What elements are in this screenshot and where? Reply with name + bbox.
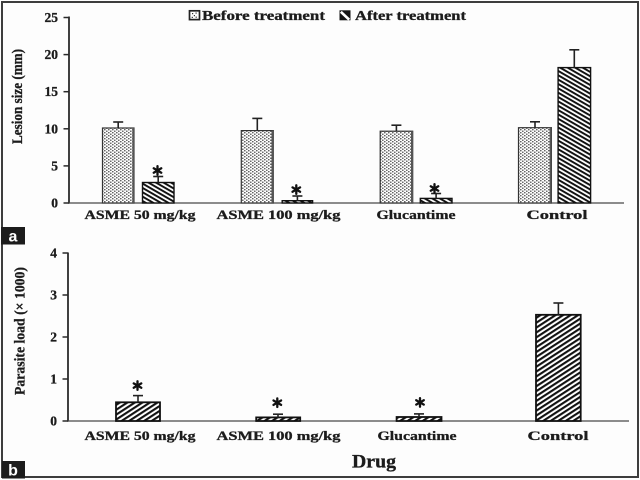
svg-text:Glucantime: Glucantime [378,428,457,443]
svg-text:0: 0 [50,414,57,429]
svg-text:Lesion size (mm): Lesion size (mm) [10,49,26,144]
svg-text:2: 2 [50,330,57,345]
svg-text:Drug: Drug [352,453,397,473]
svg-text:Control: Control [527,207,589,222]
svg-text:10: 10 [45,121,59,136]
svg-text:ASME 100 mg/kg: ASME 100 mg/kg [217,428,342,443]
svg-text:25: 25 [45,10,59,25]
svg-text:1: 1 [50,372,57,387]
svg-text:20: 20 [45,47,59,62]
svg-text:4: 4 [50,246,57,261]
svg-text:ASME 50 mg/kg: ASME 50 mg/kg [85,428,197,443]
svg-text:Parasite load (× 1000): Parasite load (× 1000) [13,267,29,395]
svg-text:Control: Control [528,428,590,443]
svg-text:ASME 50 mg/kg: ASME 50 mg/kg [85,207,197,222]
svg-text:0: 0 [51,196,58,211]
svg-text:5: 5 [51,158,58,173]
svg-text:Before treatment: Before treatment [202,8,326,23]
svg-text:After treatment: After treatment [355,8,467,23]
svg-text:ASME 100 mg/kg: ASME 100 mg/kg [217,207,342,222]
svg-text:a: a [9,229,18,246]
svg-text:3: 3 [50,288,57,303]
svg-text:15: 15 [45,84,59,99]
svg-text:Glucantime: Glucantime [377,207,456,222]
svg-text:b: b [8,463,18,480]
